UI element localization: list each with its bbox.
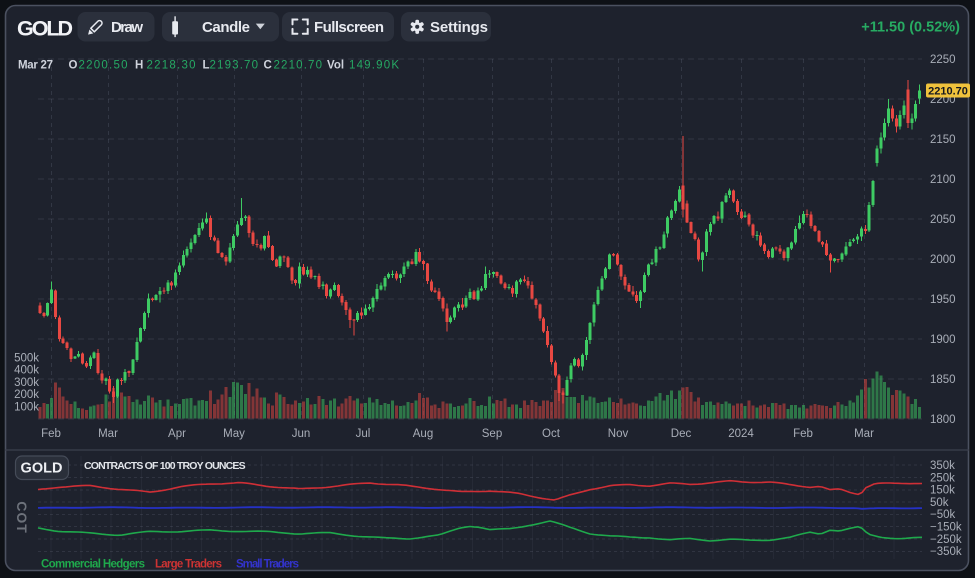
svg-text:−250k: −250k: [930, 534, 962, 546]
svg-text:1900: 1900: [930, 334, 956, 346]
svg-text:500k: 500k: [14, 352, 39, 364]
svg-text:GOLD: GOLD: [17, 17, 73, 41]
svg-text:149.90K: 149.90K: [349, 60, 399, 72]
svg-text:CONTRACTS OF 100 TROY OUNCES: CONTRACTS OF 100 TROY OUNCES: [84, 460, 246, 472]
svg-text:300k: 300k: [14, 377, 39, 389]
svg-text:L: L: [203, 60, 210, 72]
svg-text:Feb: Feb: [793, 428, 813, 440]
svg-text:H: H: [135, 60, 143, 72]
svg-text:Dec: Dec: [671, 428, 692, 440]
svg-text:Sep: Sep: [482, 428, 502, 440]
svg-text:200k: 200k: [14, 389, 39, 401]
svg-text:COT: COT: [14, 501, 30, 534]
svg-text:1800: 1800: [930, 414, 956, 426]
svg-text:Jun: Jun: [292, 428, 311, 440]
svg-text:2210.70: 2210.70: [928, 85, 968, 97]
svg-text:2050: 2050: [930, 214, 956, 226]
svg-text:2000: 2000: [930, 254, 956, 266]
svg-text:+11.50 (0.52%): +11.50 (0.52%): [861, 20, 960, 36]
svg-text:−150k: −150k: [930, 522, 962, 534]
svg-text:Mar: Mar: [854, 428, 874, 440]
svg-text:−50k: −50k: [930, 509, 956, 521]
svg-text:Feb: Feb: [41, 428, 61, 440]
svg-text:100k: 100k: [14, 401, 39, 413]
svg-text:Candle: Candle: [202, 19, 250, 36]
svg-text:400k: 400k: [14, 365, 39, 377]
svg-text:2250: 2250: [930, 54, 956, 66]
svg-text:Fullscreen: Fullscreen: [314, 19, 384, 36]
svg-text:2193.70: 2193.70: [210, 60, 259, 72]
svg-text:2150: 2150: [930, 134, 956, 146]
svg-text:Commercial Hedgers: Commercial Hedgers: [41, 559, 145, 571]
svg-text:150k: 150k: [930, 485, 955, 497]
svg-text:Vol: Vol: [327, 60, 344, 72]
svg-text:Apr: Apr: [168, 428, 186, 440]
svg-text:Mar 27: Mar 27: [18, 60, 53, 72]
svg-text:Oct: Oct: [542, 428, 561, 440]
svg-text:Draw: Draw: [111, 19, 143, 36]
svg-text:350k: 350k: [930, 460, 955, 472]
svg-text:Small Traders: Small Traders: [236, 559, 299, 571]
svg-text:Nov: Nov: [608, 428, 629, 440]
svg-text:O: O: [69, 60, 78, 72]
svg-text:GOLD: GOLD: [21, 461, 63, 477]
svg-text:1950: 1950: [930, 294, 956, 306]
svg-text:1850: 1850: [930, 374, 956, 386]
svg-text:2218.30: 2218.30: [147, 60, 196, 72]
svg-text:50k: 50k: [930, 497, 949, 509]
svg-text:Large Traders: Large Traders: [155, 559, 222, 571]
svg-text:2100: 2100: [930, 174, 956, 186]
svg-text:May: May: [223, 428, 245, 440]
svg-text:Settings: Settings: [430, 19, 488, 36]
svg-text:−350k: −350k: [930, 546, 962, 558]
svg-text:2200.50: 2200.50: [79, 60, 128, 72]
svg-text:2210.70: 2210.70: [274, 60, 323, 72]
svg-text:2024: 2024: [728, 428, 754, 440]
svg-text:250k: 250k: [930, 472, 955, 484]
svg-text:Aug: Aug: [413, 428, 433, 440]
svg-text:Mar: Mar: [98, 428, 118, 440]
svg-text:Jul: Jul: [356, 428, 371, 440]
svg-text:C: C: [264, 60, 272, 72]
